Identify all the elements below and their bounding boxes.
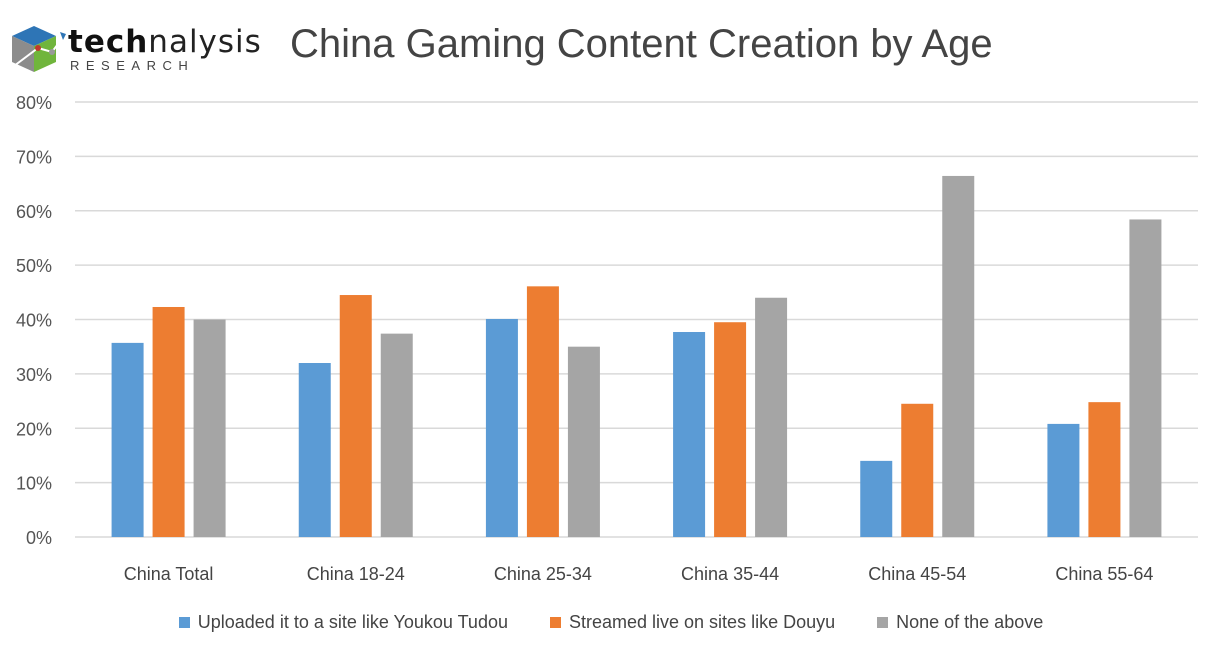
bar bbox=[673, 332, 706, 537]
bar bbox=[901, 403, 934, 537]
chart-title: China Gaming Content Creation by Age bbox=[290, 22, 993, 66]
bar bbox=[380, 333, 413, 537]
x-tick-label: China 25-34 bbox=[494, 564, 592, 584]
x-tick-label: China 18-24 bbox=[307, 564, 405, 584]
bar bbox=[526, 286, 559, 537]
legend-swatch bbox=[877, 617, 889, 628]
bar bbox=[339, 295, 372, 537]
bar bbox=[298, 363, 331, 537]
bar bbox=[111, 342, 144, 537]
legend-swatch bbox=[178, 617, 190, 628]
legend-item-none: None of the above bbox=[877, 612, 1043, 633]
x-tick-label: China 35-44 bbox=[681, 564, 779, 584]
legend-label: None of the above bbox=[896, 612, 1044, 632]
bar-chart: 0% 10% 20% 30% 40% 50% 60% 70% 80% China Total Chi… bbox=[16, 93, 1198, 584]
cube-logo-icon bbox=[12, 26, 66, 72]
legend: Uploaded it to a site like Youkou Tudou … bbox=[0, 612, 1222, 633]
legend-swatch bbox=[549, 617, 561, 628]
bar bbox=[193, 319, 226, 537]
x-tick-label: China Total bbox=[124, 564, 214, 584]
x-tick-label: China 55-64 bbox=[1055, 564, 1153, 584]
y-tick-label: 60% bbox=[16, 202, 52, 222]
y-tick-label: 30% bbox=[16, 365, 52, 385]
legend-item-streamed: Streamed live on sites like Douyu bbox=[549, 612, 836, 633]
bar bbox=[1088, 402, 1121, 537]
bar bbox=[485, 318, 518, 537]
company-logo bbox=[8, 22, 268, 78]
y-tick-label: 50% bbox=[16, 256, 52, 276]
bar bbox=[152, 306, 185, 537]
logo-wordmark: technalysis bbox=[68, 24, 262, 60]
y-tick-label: 10% bbox=[16, 474, 52, 494]
y-tick-label: 20% bbox=[16, 419, 52, 439]
legend-label: Uploaded it to a site like Youkou Tudou bbox=[197, 612, 508, 632]
logo-subtext: RESEARCH bbox=[70, 58, 195, 73]
legend-label: Streamed live on sites like Douyu bbox=[568, 612, 836, 632]
bar bbox=[1129, 219, 1162, 537]
x-tick-label: China 45-54 bbox=[868, 564, 966, 584]
bar bbox=[755, 297, 788, 537]
bar bbox=[1047, 423, 1080, 537]
y-tick-label: 80% bbox=[16, 93, 52, 113]
bar bbox=[860, 460, 893, 537]
bar bbox=[567, 346, 600, 537]
y-tick-label: 0% bbox=[26, 528, 52, 548]
legend-item-uploaded: Uploaded it to a site like Youkou Tudou bbox=[178, 612, 508, 633]
bar bbox=[714, 322, 747, 537]
bar bbox=[942, 175, 975, 537]
y-tick-label: 70% bbox=[16, 147, 52, 167]
y-tick-label: 40% bbox=[16, 311, 52, 331]
